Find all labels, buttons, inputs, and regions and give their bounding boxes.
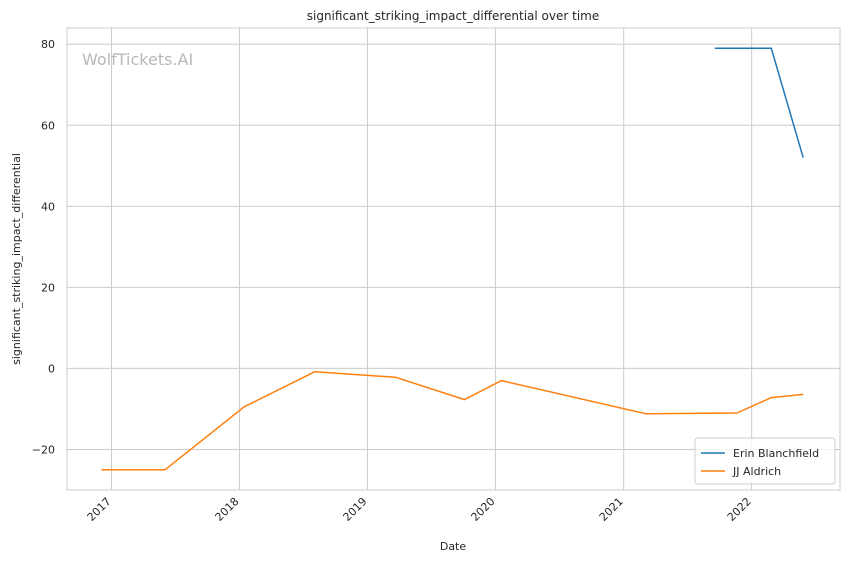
y-tick-label: 0 [48, 362, 55, 375]
legend-label: JJ Aldrich [732, 465, 781, 478]
y-tick-label: 20 [41, 281, 55, 294]
y-tick-label: 40 [41, 200, 55, 213]
x-tick-label: 2020 [469, 495, 498, 524]
x-tick-label: 2021 [597, 495, 626, 524]
x-tick-label: 2022 [725, 495, 754, 524]
x-tick-label: 2018 [213, 495, 242, 524]
grid-layer [67, 28, 840, 490]
x-tick-label: 2017 [85, 495, 114, 524]
y-tick-label: 80 [41, 38, 55, 51]
plot-frame [66, 27, 841, 491]
watermark-text: WolfTickets.AI [82, 50, 193, 69]
y-axis-label: significant_striking_impact_differential [10, 153, 23, 365]
x-tick-label: 2019 [341, 495, 370, 524]
series-layer [101, 47, 804, 471]
legend-box [694, 437, 836, 485]
legend: Erin Blanchfield JJ Aldrich [694, 437, 836, 485]
legend-label: Erin Blanchfield [733, 447, 819, 460]
plot-area: WolfTickets.AI [66, 27, 841, 491]
tick-layer: 2017 2018 2019 2020 2021 2022 −20 0 20 40 60 80 [32, 38, 754, 524]
y-tick-label: 60 [41, 119, 55, 132]
x-axis-label: Date [440, 540, 467, 553]
chart-title: significant_striking_impact_differential… [307, 9, 599, 23]
series-line [714, 47, 804, 158]
series-line [101, 370, 804, 471]
y-tick-label: −20 [32, 443, 55, 456]
